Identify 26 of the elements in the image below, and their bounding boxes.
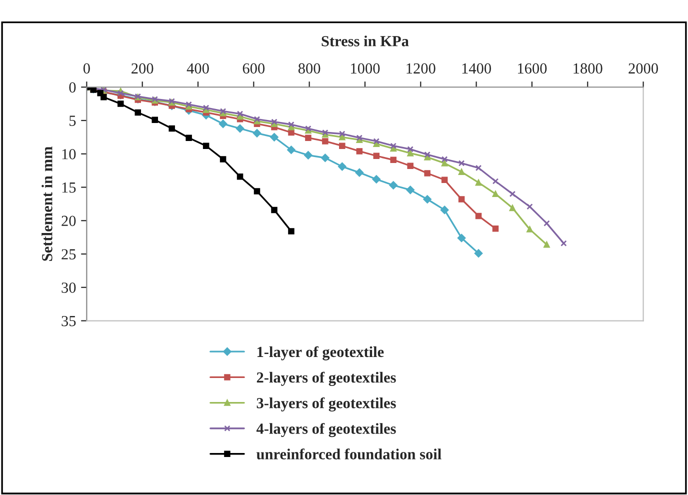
y-tick-label: 10 [62, 149, 76, 160]
x-tick-label: 800 [298, 63, 320, 74]
x-tick-label: 1600 [518, 63, 547, 74]
x-tick-label: 200 [132, 63, 154, 74]
y-tick-label: 20 [62, 216, 76, 226]
y-tick-label: 0 [69, 82, 76, 93]
y-tick-label: 35 [62, 316, 76, 326]
legend-label: 2-layers of geotextiles [256, 372, 396, 386]
y-tick-label: 25 [62, 249, 76, 260]
legend-label: 1-layer of geotextile [257, 346, 384, 360]
x-tick-label: 1800 [574, 63, 602, 74]
x-tick-label: 600 [242, 63, 265, 74]
y-tick-label: 5 [70, 116, 76, 126]
y-axis-title: Settlement in mm [42, 146, 52, 261]
x-tick-label: 0 [83, 63, 90, 74]
legend-label: 4-layers of geotextiles [256, 422, 396, 438]
y-tick-label: 30 [62, 282, 76, 293]
legend-label: 3-layers of geotextiles [256, 397, 396, 412]
x-tick-label: 1400 [462, 63, 491, 74]
legend-label: unreinforced foundation soil [256, 448, 442, 460]
x-axis-title: Stress in KPa [322, 36, 409, 46]
y-tick-label: 15 [62, 182, 76, 193]
x-tick-label: 400 [186, 63, 209, 74]
x-tick-label: 1000 [351, 63, 380, 74]
x-tick-label: 2000 [628, 63, 658, 74]
x-tick-label: 1200 [406, 63, 436, 74]
